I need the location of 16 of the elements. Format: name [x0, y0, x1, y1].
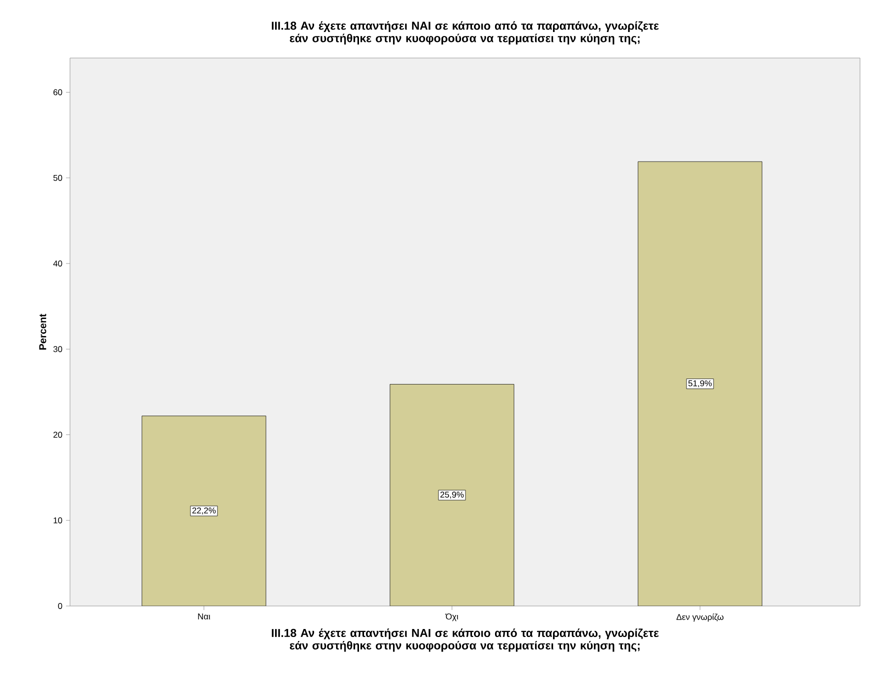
data-label: 51,9%: [688, 380, 712, 388]
y-tick-label: 10: [54, 517, 62, 524]
x-tick-label: Δεν γνωρίζω: [676, 614, 724, 622]
y-tick-label: 30: [53, 346, 62, 352]
y-tick-label: 20: [53, 432, 62, 438]
y-tick-label: 50: [53, 174, 62, 181]
y-axis-title: Percent: [39, 314, 46, 350]
data-label: 25,9%: [440, 492, 464, 499]
y-tick-label: 40: [53, 260, 62, 266]
data-label: 22,2%: [192, 507, 216, 514]
x-tick-label: Ναι: [198, 614, 210, 620]
chart-title: III.18 Αν έχετε απαντήσει ΝΑΙ σε κάποιο από τα παραπάνω, γνωρίζετε εάν συστήθηκε στην κυοφορούσα να τερματίσει την κύηση της;: [272, 21, 659, 44]
x-axis-title: III.18 Αν έχετε απαντήσει ΝΑΙ σε κάποιο από τα παραπάνω, γνωρίζετε εάν συστήθηκε στην κυοφορούσα να τερματίσει την κύηση της;: [272, 628, 659, 652]
y-tick-label: 0: [58, 603, 62, 609]
x-tick-label: Όχι: [445, 614, 458, 622]
y-tick-label: 60: [54, 89, 62, 96]
